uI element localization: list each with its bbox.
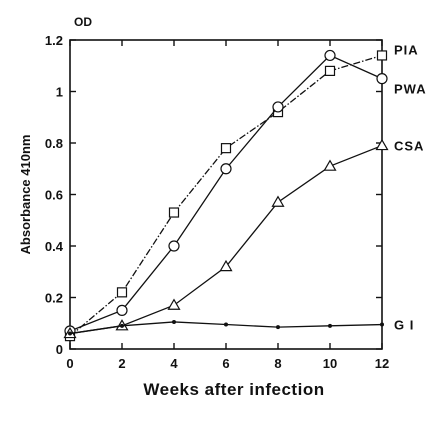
dot-marker [224, 322, 228, 327]
circle-marker [324, 49, 336, 62]
square-marker [324, 65, 336, 77]
dot-marker [172, 319, 176, 324]
plot-frame [69, 39, 383, 350]
y-tick-label: 0.6 [45, 188, 63, 203]
series-label: PIA [394, 42, 419, 57]
dot-marker [68, 331, 72, 336]
plot-axes: 0 2 4 6 8 10 12 0 0.2 0.4 0.6 0.8 1 1.2 [45, 33, 389, 371]
series-g-i: G I [68, 318, 414, 336]
circle-marker [376, 73, 388, 85]
triangle-marker [375, 138, 389, 151]
x-axis-title: Weeks after infection [143, 380, 324, 399]
dot-marker [276, 325, 280, 330]
y-tick-label: 1.2 [45, 33, 63, 48]
square-marker [220, 143, 232, 154]
circle-marker [168, 240, 180, 252]
x-tick-label: 12 [375, 356, 389, 371]
triangle-marker [219, 259, 233, 272]
square-marker [168, 207, 180, 218]
circle-marker [116, 304, 128, 316]
x-tick-label: 2 [118, 356, 125, 371]
series-line [69, 54, 383, 337]
dot-marker [120, 323, 124, 328]
y-tick-label: 1 [56, 85, 63, 100]
x-tick-label: 6 [222, 356, 229, 371]
series-label: PWA [394, 82, 427, 97]
y-unit-label: OD [74, 15, 92, 29]
y-tick-label: 0 [56, 342, 63, 357]
circle-marker [220, 163, 232, 175]
series-label: CSA [394, 139, 424, 154]
triangle-marker [271, 195, 285, 207]
triangle-marker [323, 159, 337, 171]
triangle-marker [167, 298, 181, 310]
x-tick-label: 4 [170, 356, 178, 371]
series-line [69, 54, 383, 332]
x-tick-label: 8 [274, 356, 281, 371]
x-tick-label: 0 [66, 356, 73, 371]
series-pia: PIA [64, 42, 419, 342]
y-tick-label: 0.8 [45, 136, 63, 151]
square-marker [116, 287, 128, 298]
y-tick-label: 0.4 [45, 239, 64, 254]
y-tick-label: 0.2 [45, 291, 63, 306]
x-tick-label: 10 [323, 356, 337, 371]
series-label: G I [394, 318, 414, 333]
y-axis-title: Absorbance 410nm [18, 135, 33, 255]
square-marker [376, 50, 388, 61]
circle-marker [272, 101, 284, 113]
dot-marker [328, 323, 332, 328]
series-csa: CSA [63, 138, 424, 339]
dot-marker [380, 322, 384, 327]
series-layer: PIA PWA CSA G I [63, 42, 427, 342]
